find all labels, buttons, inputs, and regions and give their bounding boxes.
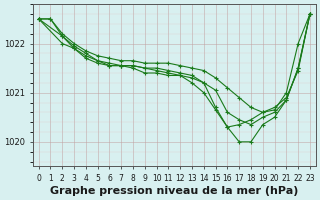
X-axis label: Graphe pression niveau de la mer (hPa): Graphe pression niveau de la mer (hPa): [50, 186, 299, 196]
